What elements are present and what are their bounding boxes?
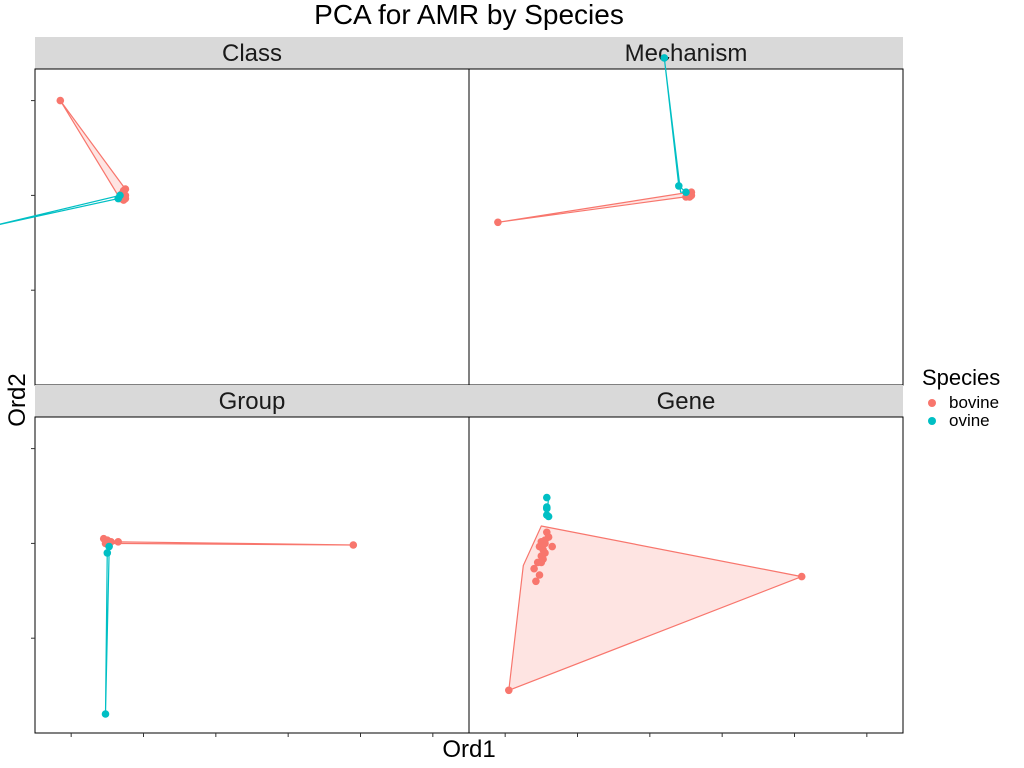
- point-ovine-gene: [543, 493, 551, 502]
- facet-strip-group: [35, 385, 469, 417]
- facet-mechanism: Mechanism: [468, 37, 904, 386]
- legend-dot-ovine: [928, 417, 936, 425]
- facet-group: Group: [31, 385, 470, 737]
- panel-border-mechanism: [468, 68, 904, 386]
- legend-dot-bovine: [928, 399, 936, 407]
- facet-strip-class: [35, 37, 469, 69]
- facet-class: Class: [0, 37, 470, 386]
- legend: Species bovine ovine: [922, 364, 1000, 430]
- point-bovine-gene: [505, 686, 513, 695]
- point-bovine-mechanism: [687, 188, 696, 196]
- point-bovine-gene: [548, 542, 556, 551]
- point-ovine-mechanism: [660, 54, 669, 62]
- legend-label-ovine: ovine: [949, 411, 990, 430]
- point-bovine-gene: [541, 539, 549, 548]
- legend-title: Species: [922, 365, 1001, 390]
- point-ovine-mechanism: [682, 188, 690, 196]
- point-bovine-gene: [535, 571, 544, 579]
- point-bovine-gene: [532, 577, 540, 586]
- legend-key-ovine: [922, 412, 942, 430]
- facet-strip-mechanism: [469, 37, 903, 69]
- point-ovine-group: [105, 542, 113, 551]
- point-ovine-mechanism: [675, 182, 683, 190]
- point-ovine-gene: [543, 504, 551, 513]
- point-ovine-class: [116, 191, 124, 200]
- point-bovine-gene: [797, 572, 806, 581]
- point-bovine-gene: [537, 558, 546, 567]
- point-bovine-mechanism: [494, 218, 502, 227]
- legend-label-bovine: bovine: [949, 393, 1000, 412]
- panel-border-class: [34, 68, 470, 386]
- panel-border-group: [34, 416, 470, 734]
- legend-item-bovine: bovine: [922, 394, 1000, 412]
- facet-gene: Gene: [468, 385, 904, 737]
- y-axis-title: Ord2: [4, 373, 31, 427]
- facet-label-class: Class: [222, 40, 282, 67]
- facet-strip-gene: [469, 385, 903, 417]
- legend-key-bovine: [922, 394, 942, 412]
- point-bovine-gene: [530, 564, 538, 573]
- legend-item-ovine: ovine: [922, 412, 1000, 430]
- chart-title: PCA for AMR by Species: [314, 0, 624, 30]
- facet-label-group: Group: [219, 388, 286, 415]
- point-bovine-group: [349, 541, 358, 549]
- facet-label-mechanism: Mechanism: [625, 40, 748, 67]
- point-ovine-group: [103, 549, 112, 557]
- point-bovine-group: [114, 538, 122, 546]
- point-ovine-group: [101, 710, 110, 718]
- point-ovine-gene: [544, 512, 553, 521]
- x-axis-title: Ord1: [442, 736, 496, 763]
- facet-label-gene: Gene: [657, 388, 716, 415]
- point-bovine-class: [56, 96, 65, 105]
